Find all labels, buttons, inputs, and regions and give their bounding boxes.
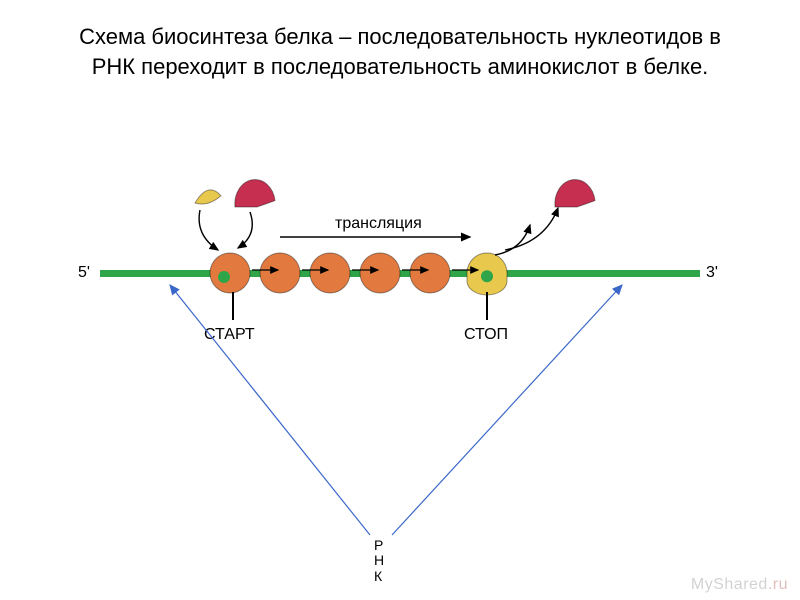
rnk-label: РНК bbox=[374, 538, 384, 584]
title-line2: РНК переходит в последовательность амино… bbox=[92, 54, 709, 79]
ribosome-0 bbox=[210, 253, 250, 293]
ribosome-3 bbox=[360, 253, 400, 293]
page-title: Схема биосинтеза белка – последовательно… bbox=[0, 0, 800, 91]
watermark-accent: .ru bbox=[768, 576, 788, 593]
ribosome-2 bbox=[310, 253, 350, 293]
stop-codon-tick bbox=[486, 292, 488, 320]
title-line1: Схема биосинтеза белка – последовательно… bbox=[79, 24, 721, 49]
watermark: MyShared.ru bbox=[691, 576, 788, 594]
diagram-svg bbox=[0, 130, 800, 430]
ribosome-4 bbox=[410, 253, 450, 293]
watermark-text: MyShared bbox=[691, 576, 768, 593]
start-codon-tick bbox=[232, 292, 234, 320]
translation-label: трансляция bbox=[335, 215, 422, 233]
stop-label: СТОП bbox=[464, 326, 508, 344]
ribosome-1 bbox=[260, 253, 300, 293]
start-label: СТАРТ bbox=[204, 326, 255, 344]
diagram-area: 5' 3' трансляция СТАРТ СТОП bbox=[0, 130, 800, 430]
